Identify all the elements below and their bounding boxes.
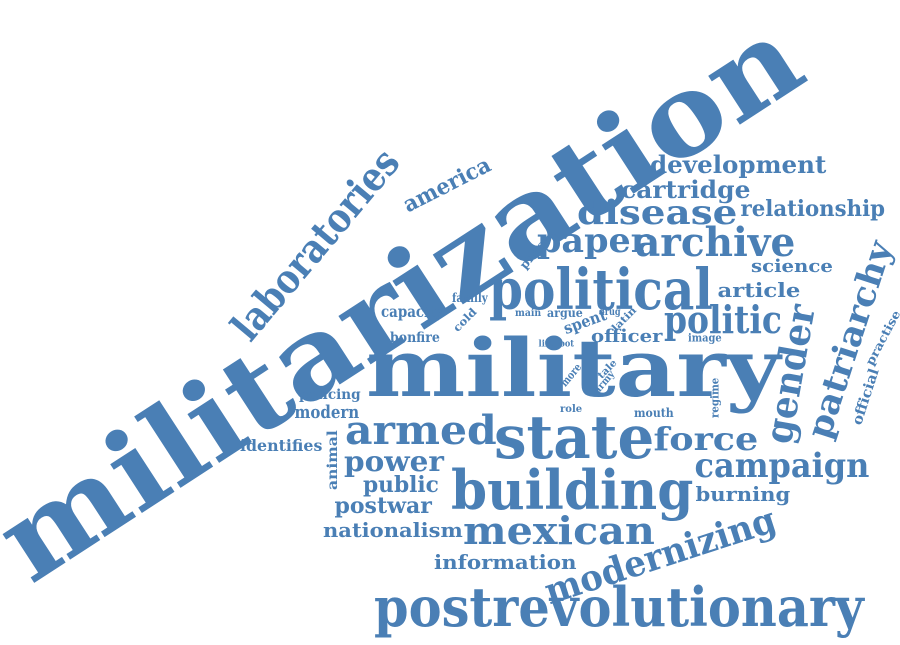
word-force: force [653,420,759,458]
word-article: article [717,278,801,302]
word-political: political [489,257,713,323]
word-modern: modern [294,402,360,423]
word-regime: regime [708,377,722,418]
word-paper: paper [537,221,650,261]
word-state: state [494,403,655,473]
word-politic: politic [664,297,782,342]
word-information: information [434,550,577,574]
word-archive: archive [635,219,796,266]
word-mouth: mouth [634,406,674,420]
word-military: military [366,321,781,415]
word-relationship: relationship [740,196,886,222]
word-image: image [688,331,722,345]
word-argue: argue [547,306,583,320]
word-postwar: postwar [334,493,432,519]
word-cartridge: cartridge [621,175,751,204]
word-science: science [751,256,833,277]
word-identifies: identifies [240,436,323,455]
word-nationalism: nationalism [323,518,463,542]
word-role: role [560,404,583,415]
word-policing: policing [299,387,361,403]
word-foot: foot [556,339,575,350]
word-postrevolutionary: postrevolutionary [374,575,864,639]
word-power: power [344,445,444,478]
word-bonfire: bonfire [390,330,440,346]
word-campaign: campaign [694,446,870,486]
word-animal: animal [325,430,341,490]
word-disease: disease [577,193,738,233]
word-officer: officer [591,326,663,347]
word-development: development [650,150,827,179]
word-armed: armed [345,407,497,454]
word-capacity: capacity [381,302,444,321]
word-building: building [451,458,694,522]
word-life: life [538,339,554,350]
word-family: family [452,291,488,305]
word-public: public [363,472,439,498]
word-mexican: mexican [463,508,655,553]
word-drug: drug [599,307,621,318]
word-burning: burning [695,482,791,506]
word-main: main [515,308,542,319]
